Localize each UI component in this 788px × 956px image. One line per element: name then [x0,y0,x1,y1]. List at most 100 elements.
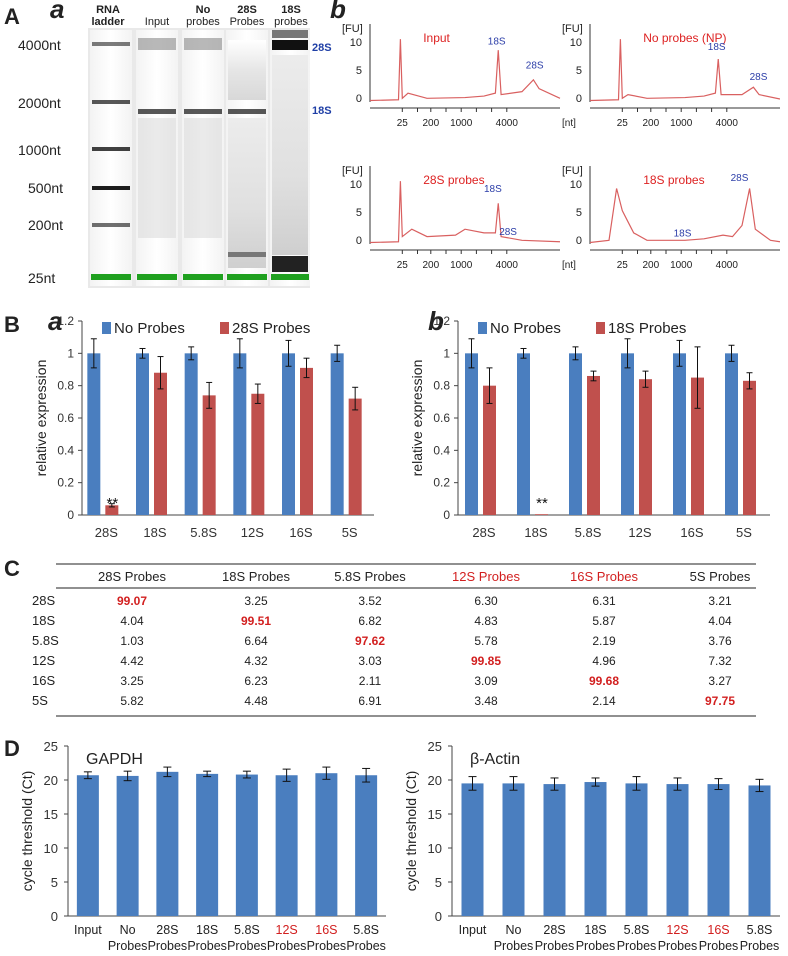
x-tick-label: 5.8S [747,923,773,937]
x-tick-label: 25 [397,260,409,271]
table-cell: 6.23 [244,674,268,688]
x-tick-label-line2: Probes [227,939,267,953]
table-cell: 5.82 [120,694,144,708]
lane-header-line1: 28S [237,4,257,16]
x-tick-label: 18S [524,525,547,540]
lower-marker-band [183,274,223,280]
table-cell: 4.32 [244,654,268,668]
table-cell: 4.42 [120,654,144,668]
x-tick-label: 5.8S [575,525,602,540]
x-tick-label: 28S [543,923,565,937]
x-tick-label: 200 [422,260,439,271]
x-tick-label: 28S [156,923,178,937]
lane-header-line2: Probes [229,16,265,28]
table-row-header: 5S [32,693,48,708]
band-18s [138,109,176,114]
peak-label: 28S [750,72,768,83]
table-cell: 3.09 [474,674,498,688]
table-cell: 6.82 [358,614,382,628]
bar [275,775,298,916]
bar [202,395,216,515]
bar [707,784,730,916]
size-marker-1000: 1000nt [18,142,61,158]
y-tick-label: 0.2 [57,476,74,490]
lane-header-ladder: RNA ladder [80,4,136,28]
y-tick-label: 0.8 [57,379,74,393]
band-label-18s: 18S [312,105,332,117]
y-tick-label: 10 [428,841,442,856]
sublabel-a-chart: a [48,306,63,336]
significance-mark: ** [536,495,548,512]
x-tick-label-line2: Probes [617,939,657,953]
table-cell: 7.32 [708,654,732,668]
x-tick-label: No [120,923,136,937]
table-cell: 3.27 [708,674,732,688]
bar [348,398,362,515]
y-tick-label: 0 [576,93,582,105]
y-tick-label: 5 [576,207,582,219]
lane-header-line2: Input [144,16,170,28]
gapdh-ct-chart: 0 5 10 15 20 25 cycle threshold (Ct) GAPDH Input… [19,739,386,953]
x-tick-label: 1000 [670,260,693,271]
fu-label: [FU] [342,23,363,35]
size-marker-500: 500nt [28,180,64,196]
x-tick-label: Input [74,923,102,937]
x-tick-label: 5.8S [234,923,260,937]
size-marker-2000: 2000nt [18,95,61,111]
lower-marker-band [91,274,131,280]
table-cell: 3.48 [474,694,498,708]
x-tick-label: 4000 [716,260,739,271]
table-cell: 3.52 [358,594,382,608]
table-row-header: 28S [32,593,55,608]
gel-smear [184,118,222,238]
table-cell: 4.96 [592,654,616,668]
bar [461,783,484,916]
y-tick-label: 5 [356,65,362,77]
y-tick-label: 0.4 [57,443,74,457]
bar [625,783,648,916]
y-tick-label: 0.2 [433,476,450,490]
band-18s [184,109,222,114]
band-28s [138,38,176,50]
electropherogram-4: [FU] 10 5 0 25 200 1000 4000 [nt] 18S probes 18S 28… [562,165,780,271]
electropherogram-2: [FU] 10 5 0 25 200 1000 4000 [nt] No probes (NP)1… [562,23,780,129]
lane-header-no-probes: No probes [180,4,226,28]
y-tick-label: 1 [67,346,74,360]
peak-label: 18S [484,184,502,195]
electro-title: No probes (NP) [643,31,726,45]
lower-marker-band [227,274,267,280]
bar [315,773,338,916]
x-tick-label: 1000 [670,118,693,129]
y-tick-label: 1.2 [433,314,450,328]
x-tick-label: 18S [584,923,606,937]
x-tick-label: 1000 [450,118,473,129]
bar [666,784,689,916]
legend-label: No Probes [490,320,561,337]
bar [300,367,313,515]
x-tick-label-line2: Probes [187,939,227,953]
y-tick-label: 0.4 [433,443,450,457]
bar [196,773,219,916]
x-tick-label: 28S [472,525,495,540]
y-tick-label: 5 [356,207,362,219]
table-col-header: 12S Probes [452,569,520,584]
peak-label: 18S [708,42,726,53]
gel-image [88,28,310,288]
legend-swatch [596,322,605,334]
bar [569,353,582,515]
ladder-band [92,147,130,151]
table-col-header: 5S Probes [690,569,751,584]
electro-title: 18S probes [643,173,704,187]
peak-label: 28S [731,173,749,184]
table-cell: 6.64 [244,634,268,648]
lane-header-line2: ladder [91,16,125,28]
gel-top-band [272,30,308,38]
electropherogram-1: [FU] 10 5 0 25 200 1000 4000 [nt] Input 18S 28S [342,23,576,129]
electro-title: 28S probes [423,173,484,187]
x-tick-label: 5.8S [353,923,379,937]
x-tick-label: 4000 [496,118,519,129]
depletion-efficiency-table: 28S Probes 18S Probes 5.8S Probes 12S Probe… [32,563,756,717]
table-cell: 97.75 [705,694,735,708]
x-tick-label: 18S [196,923,218,937]
